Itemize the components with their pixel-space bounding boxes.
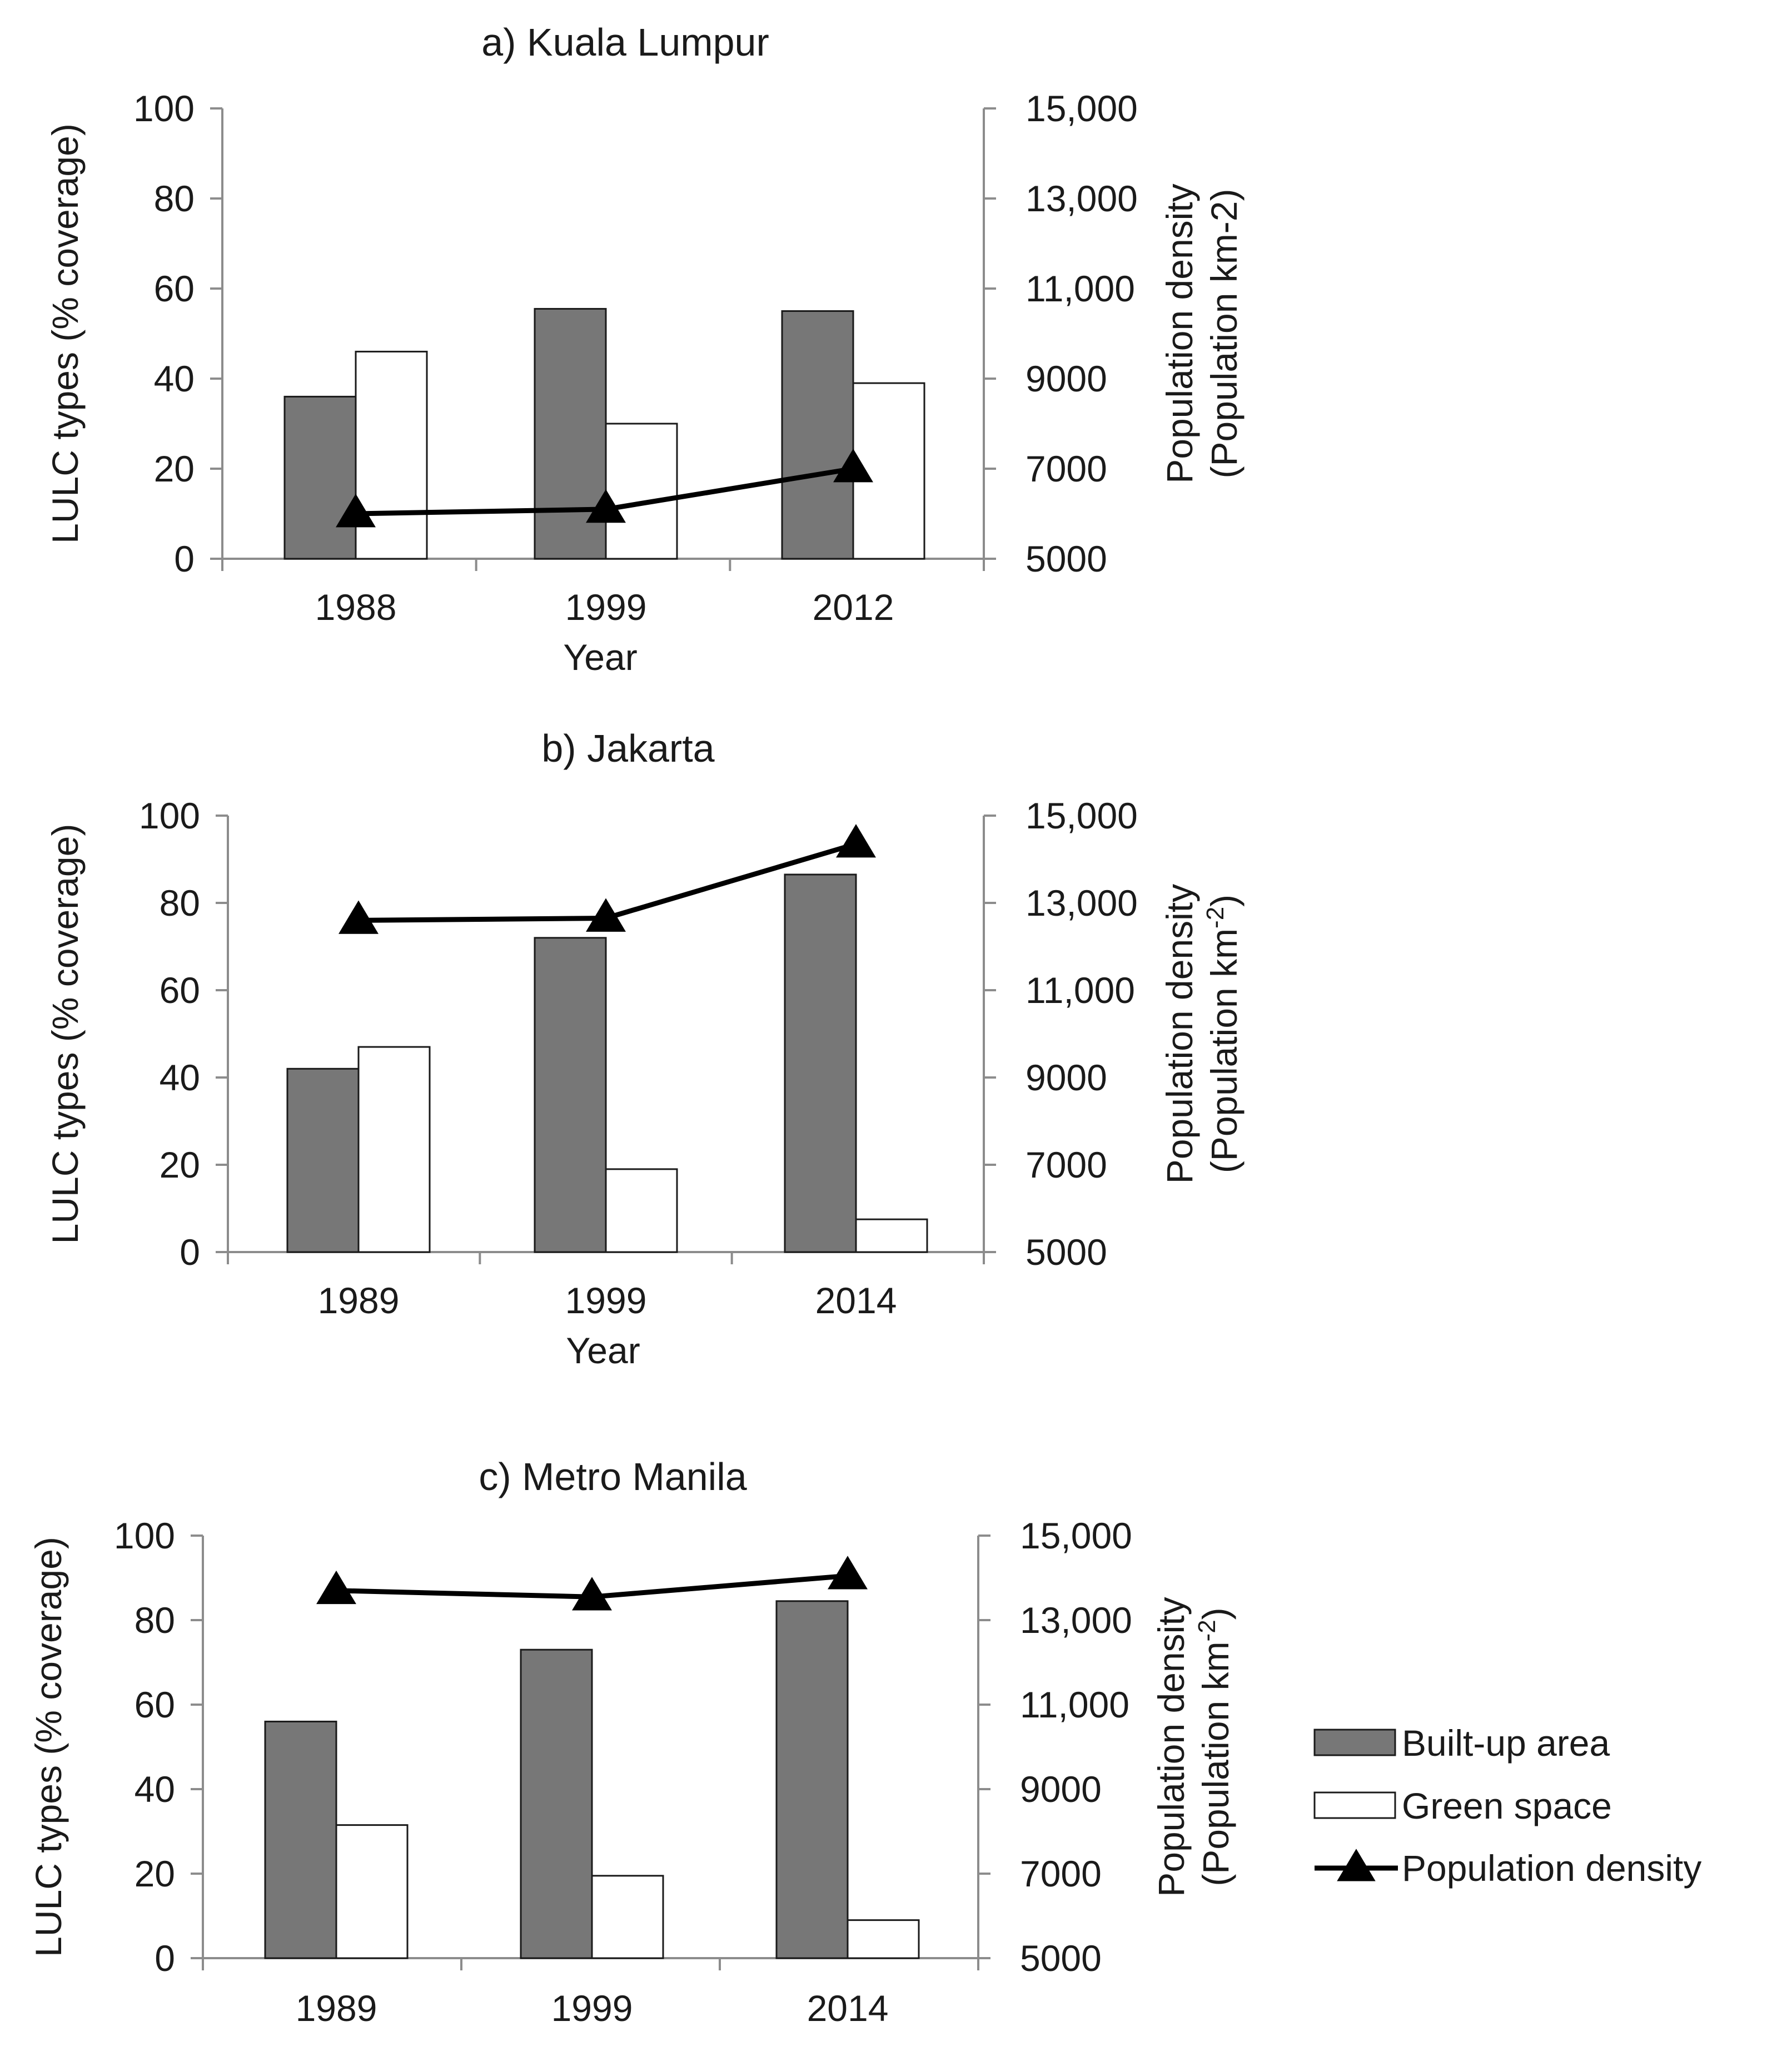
y2-axis-subtitle-sup: -2: [1193, 1620, 1221, 1641]
y-tick-label: 100: [139, 795, 200, 836]
chart-title: a) Kuala Lumpur: [481, 21, 769, 64]
y2-tick-label: 7000: [1026, 448, 1107, 489]
bar-built-up-1999: [520, 1648, 593, 1959]
population-density-point-2012: [833, 449, 873, 483]
x-axis-title: Year: [563, 637, 637, 678]
legend-label: Green space: [1402, 1785, 1612, 1826]
y2-tick-label: 5000: [1026, 1231, 1107, 1273]
y2-axis-title: Population density: [1151, 1597, 1192, 1896]
y2-axis-title: Population density: [1159, 884, 1200, 1184]
population-density-point-1988: [336, 494, 376, 528]
y2-axis-subtitle-text: (Population km: [1203, 928, 1245, 1173]
legend-swatch-built-up: [1313, 1729, 1396, 1756]
bar-green-space-1999: [605, 423, 678, 560]
y2-tick-label: 11,000: [1026, 268, 1135, 309]
y2-axis-subtitle-close: ): [1195, 1607, 1236, 1620]
y-tick-label: 60: [135, 1684, 175, 1725]
y-axis-title: LULC types (% coverage): [28, 1537, 69, 1957]
legend-label: Built-up area: [1402, 1722, 1610, 1764]
bar-green-space-2014: [855, 1218, 928, 1253]
bar-green-space-2014: [847, 1919, 920, 1959]
y-tick-label: 20: [160, 1144, 200, 1185]
x-tick-label: 2014: [807, 1988, 889, 2029]
y2-tick-label: 13,000: [1026, 178, 1138, 219]
population-density-point-2014: [836, 824, 876, 858]
x-tick-label: 1989: [296, 1988, 377, 2029]
y2-tick-label: 13,000: [1026, 882, 1138, 923]
y2-tick-label: 15,000: [1020, 1515, 1132, 1556]
chart-title: b) Jakarta: [541, 727, 714, 770]
bar-built-up-1999: [534, 937, 607, 1253]
y2-axis-subtitle: (Population km-2): [1203, 189, 1245, 479]
y-tick-label: 100: [114, 1515, 175, 1556]
y2-tick-label: 11,000: [1026, 970, 1135, 1011]
bar-green-space-1999: [591, 1875, 664, 1959]
y-tick-label: 80: [154, 178, 195, 219]
bar-built-up-1989: [286, 1067, 360, 1253]
legend-swatch-green-space: [1313, 1791, 1396, 1819]
y-tick-label: 0: [180, 1231, 200, 1273]
chart-title: c) Metro Manila: [479, 1455, 746, 1498]
y-tick-label: 40: [135, 1769, 175, 1810]
y-tick-label: 40: [160, 1057, 200, 1098]
legend-label: Population density: [1402, 1848, 1701, 1889]
population-density-point-2014: [828, 1556, 868, 1590]
y2-tick-label: 15,000: [1026, 88, 1138, 129]
y2-tick-label: 7000: [1026, 1144, 1107, 1185]
bar-green-space-1989: [357, 1046, 431, 1253]
y2-tick-label: 9000: [1020, 1769, 1102, 1810]
y-tick-label: 80: [160, 882, 200, 923]
y-tick-label: 60: [160, 970, 200, 1011]
y2-tick-label: 5000: [1020, 1938, 1102, 1979]
y-tick-label: 0: [174, 538, 195, 579]
y-tick-label: 60: [154, 268, 195, 309]
x-tick-label: 1999: [565, 1280, 647, 1321]
bar-built-up-1989: [264, 1720, 337, 1959]
population-density-point-1999: [586, 898, 626, 932]
y2-tick-label: 11,000: [1020, 1684, 1129, 1725]
y2-axis-subtitle-close: ): [1203, 895, 1245, 907]
population-density-point-1999: [572, 1577, 612, 1611]
population-density-point-1989: [339, 900, 379, 934]
x-tick-label: 1988: [315, 587, 397, 628]
y-tick-label: 100: [133, 88, 195, 129]
y-tick-label: 20: [135, 1853, 175, 1894]
y-axis-title: LULC types (% coverage): [44, 123, 86, 544]
bar-built-up-2014: [775, 1600, 849, 1959]
population-density-point-1989: [316, 1570, 356, 1605]
y2-axis-subtitle: (Population km-2): [1202, 895, 1245, 1173]
bar-green-space-1989: [335, 1824, 409, 1959]
x-tick-label: 1989: [318, 1280, 400, 1321]
y-tick-label: 20: [154, 448, 195, 489]
x-tick-label: 2012: [813, 587, 894, 628]
y2-tick-label: 7000: [1020, 1853, 1102, 1894]
population-density-point-1999: [586, 489, 626, 523]
x-tick-label: 1999: [551, 1988, 633, 2029]
y-axis-title: LULC types (% coverage): [44, 824, 86, 1244]
bar-green-space-1999: [605, 1168, 678, 1253]
y2-tick-label: 9000: [1026, 358, 1107, 399]
y-tick-label: 40: [154, 358, 195, 399]
y-tick-label: 0: [155, 1938, 175, 1979]
bar-green-space-1988: [355, 350, 428, 560]
bar-built-up-1988: [283, 395, 357, 560]
x-tick-label: 2014: [815, 1280, 897, 1321]
y2-tick-label: 13,000: [1020, 1600, 1132, 1641]
y2-axis-title: Population density: [1159, 183, 1200, 483]
bar-built-up-2014: [784, 873, 857, 1253]
y2-axis-subtitle: (Population km-2): [1193, 1607, 1237, 1886]
legend-swatch-population-marker: [1337, 1849, 1376, 1881]
y2-tick-label: 9000: [1026, 1057, 1107, 1098]
x-tick-label: 1999: [565, 587, 647, 628]
y2-axis-subtitle-sup: -2: [1202, 907, 1229, 928]
y2-axis-subtitle-text: (Population km-2): [1203, 189, 1245, 479]
y-tick-label: 80: [135, 1600, 175, 1641]
y2-tick-label: 5000: [1026, 538, 1107, 579]
y2-tick-label: 15,000: [1026, 795, 1138, 836]
y2-axis-subtitle-text: (Population km: [1195, 1641, 1236, 1886]
bar-built-up-2012: [781, 310, 854, 560]
x-axis-title: Year: [566, 1330, 640, 1371]
